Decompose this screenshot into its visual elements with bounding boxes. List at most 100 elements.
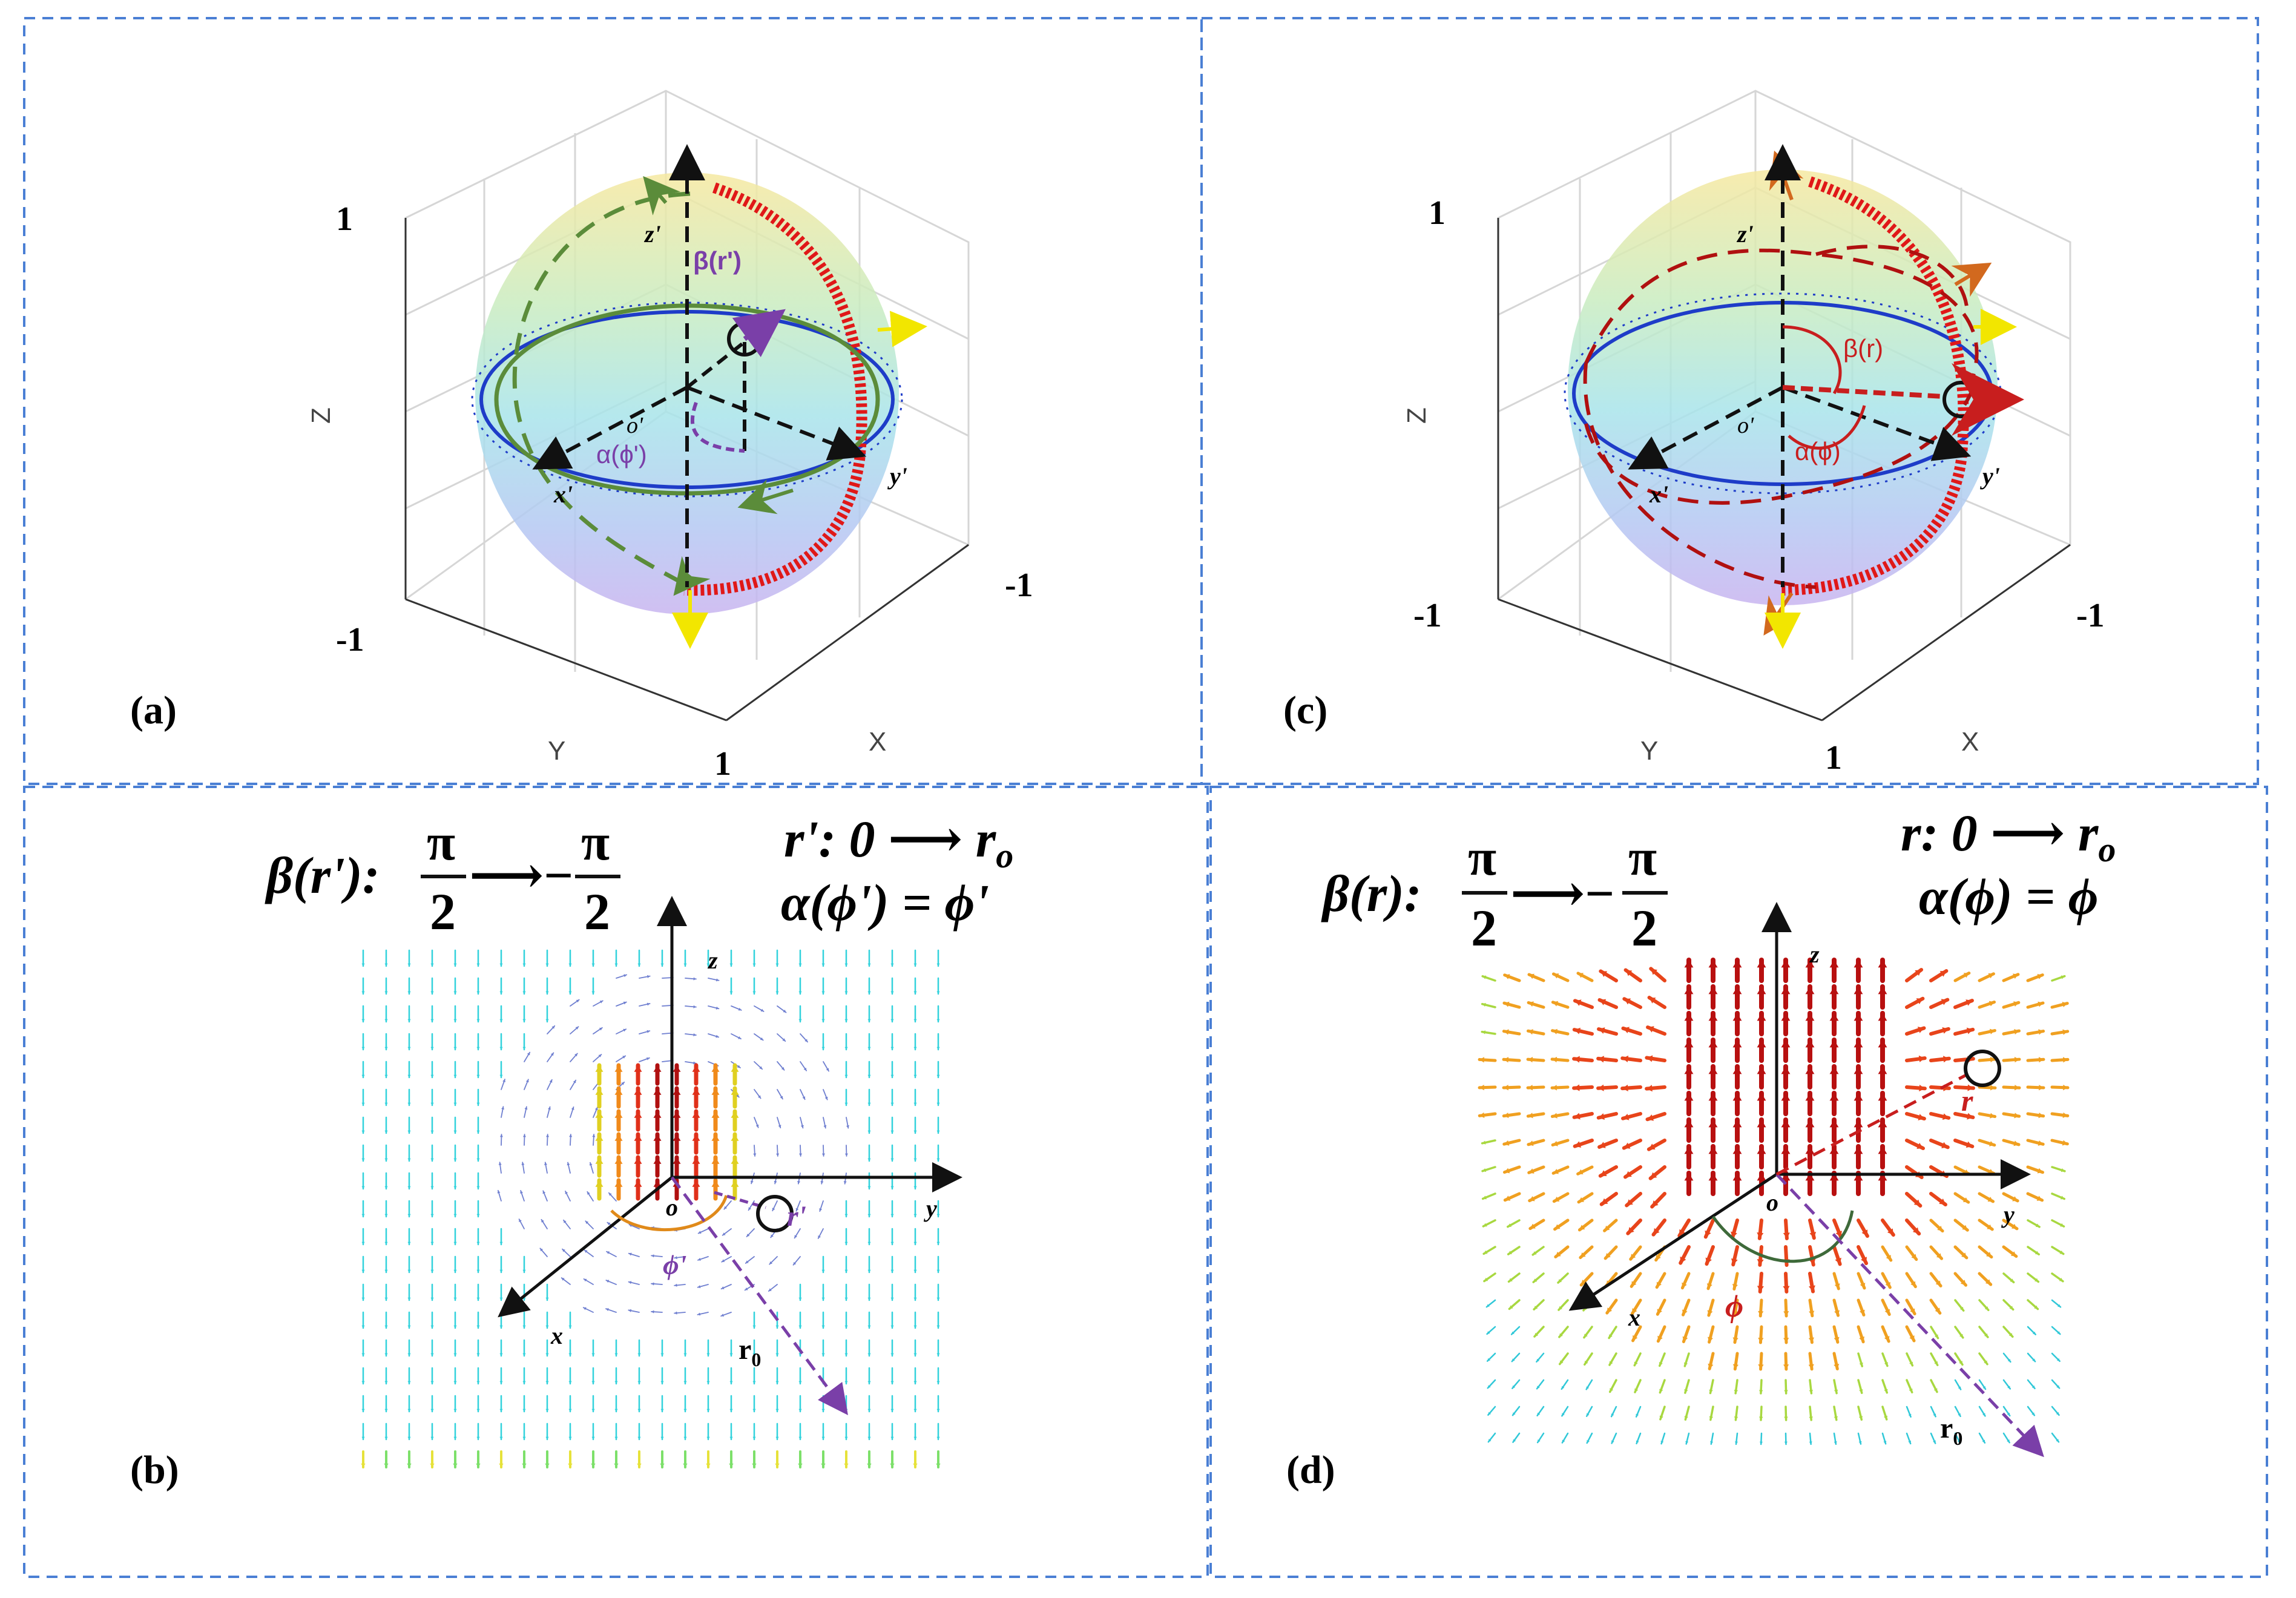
field-arrow-head — [1878, 1120, 1887, 1128]
field-arrow-head — [1479, 1084, 1484, 1091]
field-arrow-head — [890, 1381, 894, 1384]
field-arrow-head — [660, 963, 664, 966]
field-arrow-head — [499, 963, 503, 966]
field-arrow-head — [936, 1325, 940, 1328]
field-arrow-head — [407, 991, 411, 994]
field-arrow-head — [738, 1007, 742, 1011]
field-arrow-head — [1829, 1040, 1839, 1048]
field-arrow-head — [622, 1056, 626, 1059]
field-arrow-head — [1783, 1232, 1790, 1238]
field-arrow-head — [1781, 1093, 1791, 1101]
field-arrow-head — [913, 1241, 917, 1245]
field-arrow-head — [384, 1158, 388, 1161]
field-arrow-head — [568, 1463, 573, 1467]
field-arrow-head — [1707, 1310, 1713, 1316]
tick-minus-1-left: -1 — [1413, 597, 1442, 634]
field-arrow-head — [1708, 1146, 1718, 1154]
panel-label-c: (c) — [1283, 688, 1327, 732]
field-arrow-head — [2010, 1278, 2014, 1283]
field-arrow-head — [890, 1269, 894, 1272]
field-arrow-head — [430, 1130, 434, 1133]
field-arrow-head — [798, 1325, 802, 1328]
field-arrow-head — [890, 1241, 894, 1245]
field-arrow-head — [2007, 1439, 2010, 1443]
field-arrow-head — [738, 1036, 742, 1039]
field-arrow-head — [476, 1214, 480, 1217]
field-arrow-head — [913, 1269, 917, 1272]
core-arrow-head — [711, 1180, 720, 1187]
field-arrow-head — [522, 1269, 526, 1272]
field-arrow-head — [1884, 1389, 1888, 1393]
field-arrow-head — [568, 1436, 572, 1439]
field-arrow-head — [913, 1409, 917, 1412]
field-arrow-head — [1783, 1311, 1789, 1316]
field-arrow-head — [780, 1096, 783, 1099]
field-arrow-head — [798, 1463, 803, 1467]
field-arrow-head — [1601, 1198, 1608, 1205]
field-arrow-head — [1533, 1251, 1537, 1255]
axis-label-z: Z — [1402, 407, 1432, 424]
field-arrow-head — [1757, 1173, 1766, 1181]
field-arrow-head — [1625, 970, 1633, 976]
core-arrow-head — [731, 1157, 739, 1164]
tick-minus-1-right: -1 — [1005, 567, 1033, 604]
core-arrow-head — [711, 1157, 720, 1164]
field-arrow-head — [913, 1436, 917, 1439]
field-arrow-head — [1660, 1441, 1664, 1444]
field-arrow-head — [1758, 1390, 1763, 1393]
field-arrow-head — [693, 977, 696, 981]
field-arrow-head — [1757, 960, 1766, 968]
field-arrow-head — [646, 975, 650, 978]
field-arrow-head — [729, 1353, 733, 1356]
field-arrow-head — [913, 1019, 917, 1022]
field-arrow-head — [867, 1047, 871, 1050]
field-arrow-head — [1555, 1251, 1561, 1257]
field-arrow-head — [1479, 1057, 1485, 1063]
field-arrow-head — [476, 963, 480, 966]
coordinate-axes — [498, 896, 962, 1318]
field-arrow-head — [1854, 1013, 1863, 1021]
field-arrow-head — [820, 1181, 824, 1184]
field-arrow-head — [361, 1409, 365, 1412]
field-arrow-head — [1482, 1030, 1486, 1034]
alpha-label: α(ϕ) — [1795, 437, 1841, 465]
field-arrow-head — [1758, 1337, 1764, 1343]
field-arrow-head — [1908, 1440, 1912, 1444]
field-arrow-head — [605, 1308, 609, 1311]
field-arrow-head — [361, 1381, 365, 1384]
field-arrow-head — [2056, 1439, 2059, 1442]
field-arrow-head — [1513, 1439, 1516, 1442]
field-arrow-head — [729, 963, 733, 966]
field-arrow-head — [2014, 1113, 2019, 1119]
field-arrow-head — [683, 1463, 688, 1467]
field-arrow-head — [1586, 1386, 1590, 1390]
field-arrow-head — [542, 1191, 546, 1194]
field-arrow-head — [722, 1232, 726, 1235]
core-arrow-head — [634, 1157, 642, 1164]
field-arrow-head — [499, 1409, 503, 1412]
field-arrow-head — [1781, 960, 1791, 968]
field-arrow-head — [826, 1068, 829, 1071]
field-arrow-head — [2015, 1085, 2019, 1091]
field-arrow-head — [1508, 1251, 1512, 1255]
core-arrow-head — [614, 1065, 623, 1072]
field-arrow-head — [407, 1214, 411, 1217]
field-arrow-head — [527, 1052, 530, 1056]
field-arrow-head — [867, 1353, 871, 1356]
eq-r-range: r: 0 ⟶ ro — [1901, 804, 2116, 869]
eq-r-range: r': 0 ⟶ ro — [784, 810, 1013, 875]
field-arrow-head — [1574, 999, 1582, 1006]
field-arrow-head — [568, 1409, 572, 1412]
field-arrow-head — [1860, 1257, 1867, 1264]
field-arrow-head — [585, 1221, 589, 1225]
field-arrow-head — [476, 1436, 480, 1439]
field-arrow-head — [1482, 1002, 1486, 1007]
field-arrow-head — [1533, 1278, 1538, 1283]
field-arrow-head — [628, 1252, 632, 1256]
field-arrow-head — [752, 1325, 756, 1328]
field-arrow-head — [637, 1409, 641, 1412]
panel-frames — [23, 17, 2268, 1578]
field-arrow-head — [361, 1241, 365, 1245]
field-arrow-head — [1598, 1084, 1604, 1091]
field-arrow-head — [1534, 1306, 1538, 1310]
